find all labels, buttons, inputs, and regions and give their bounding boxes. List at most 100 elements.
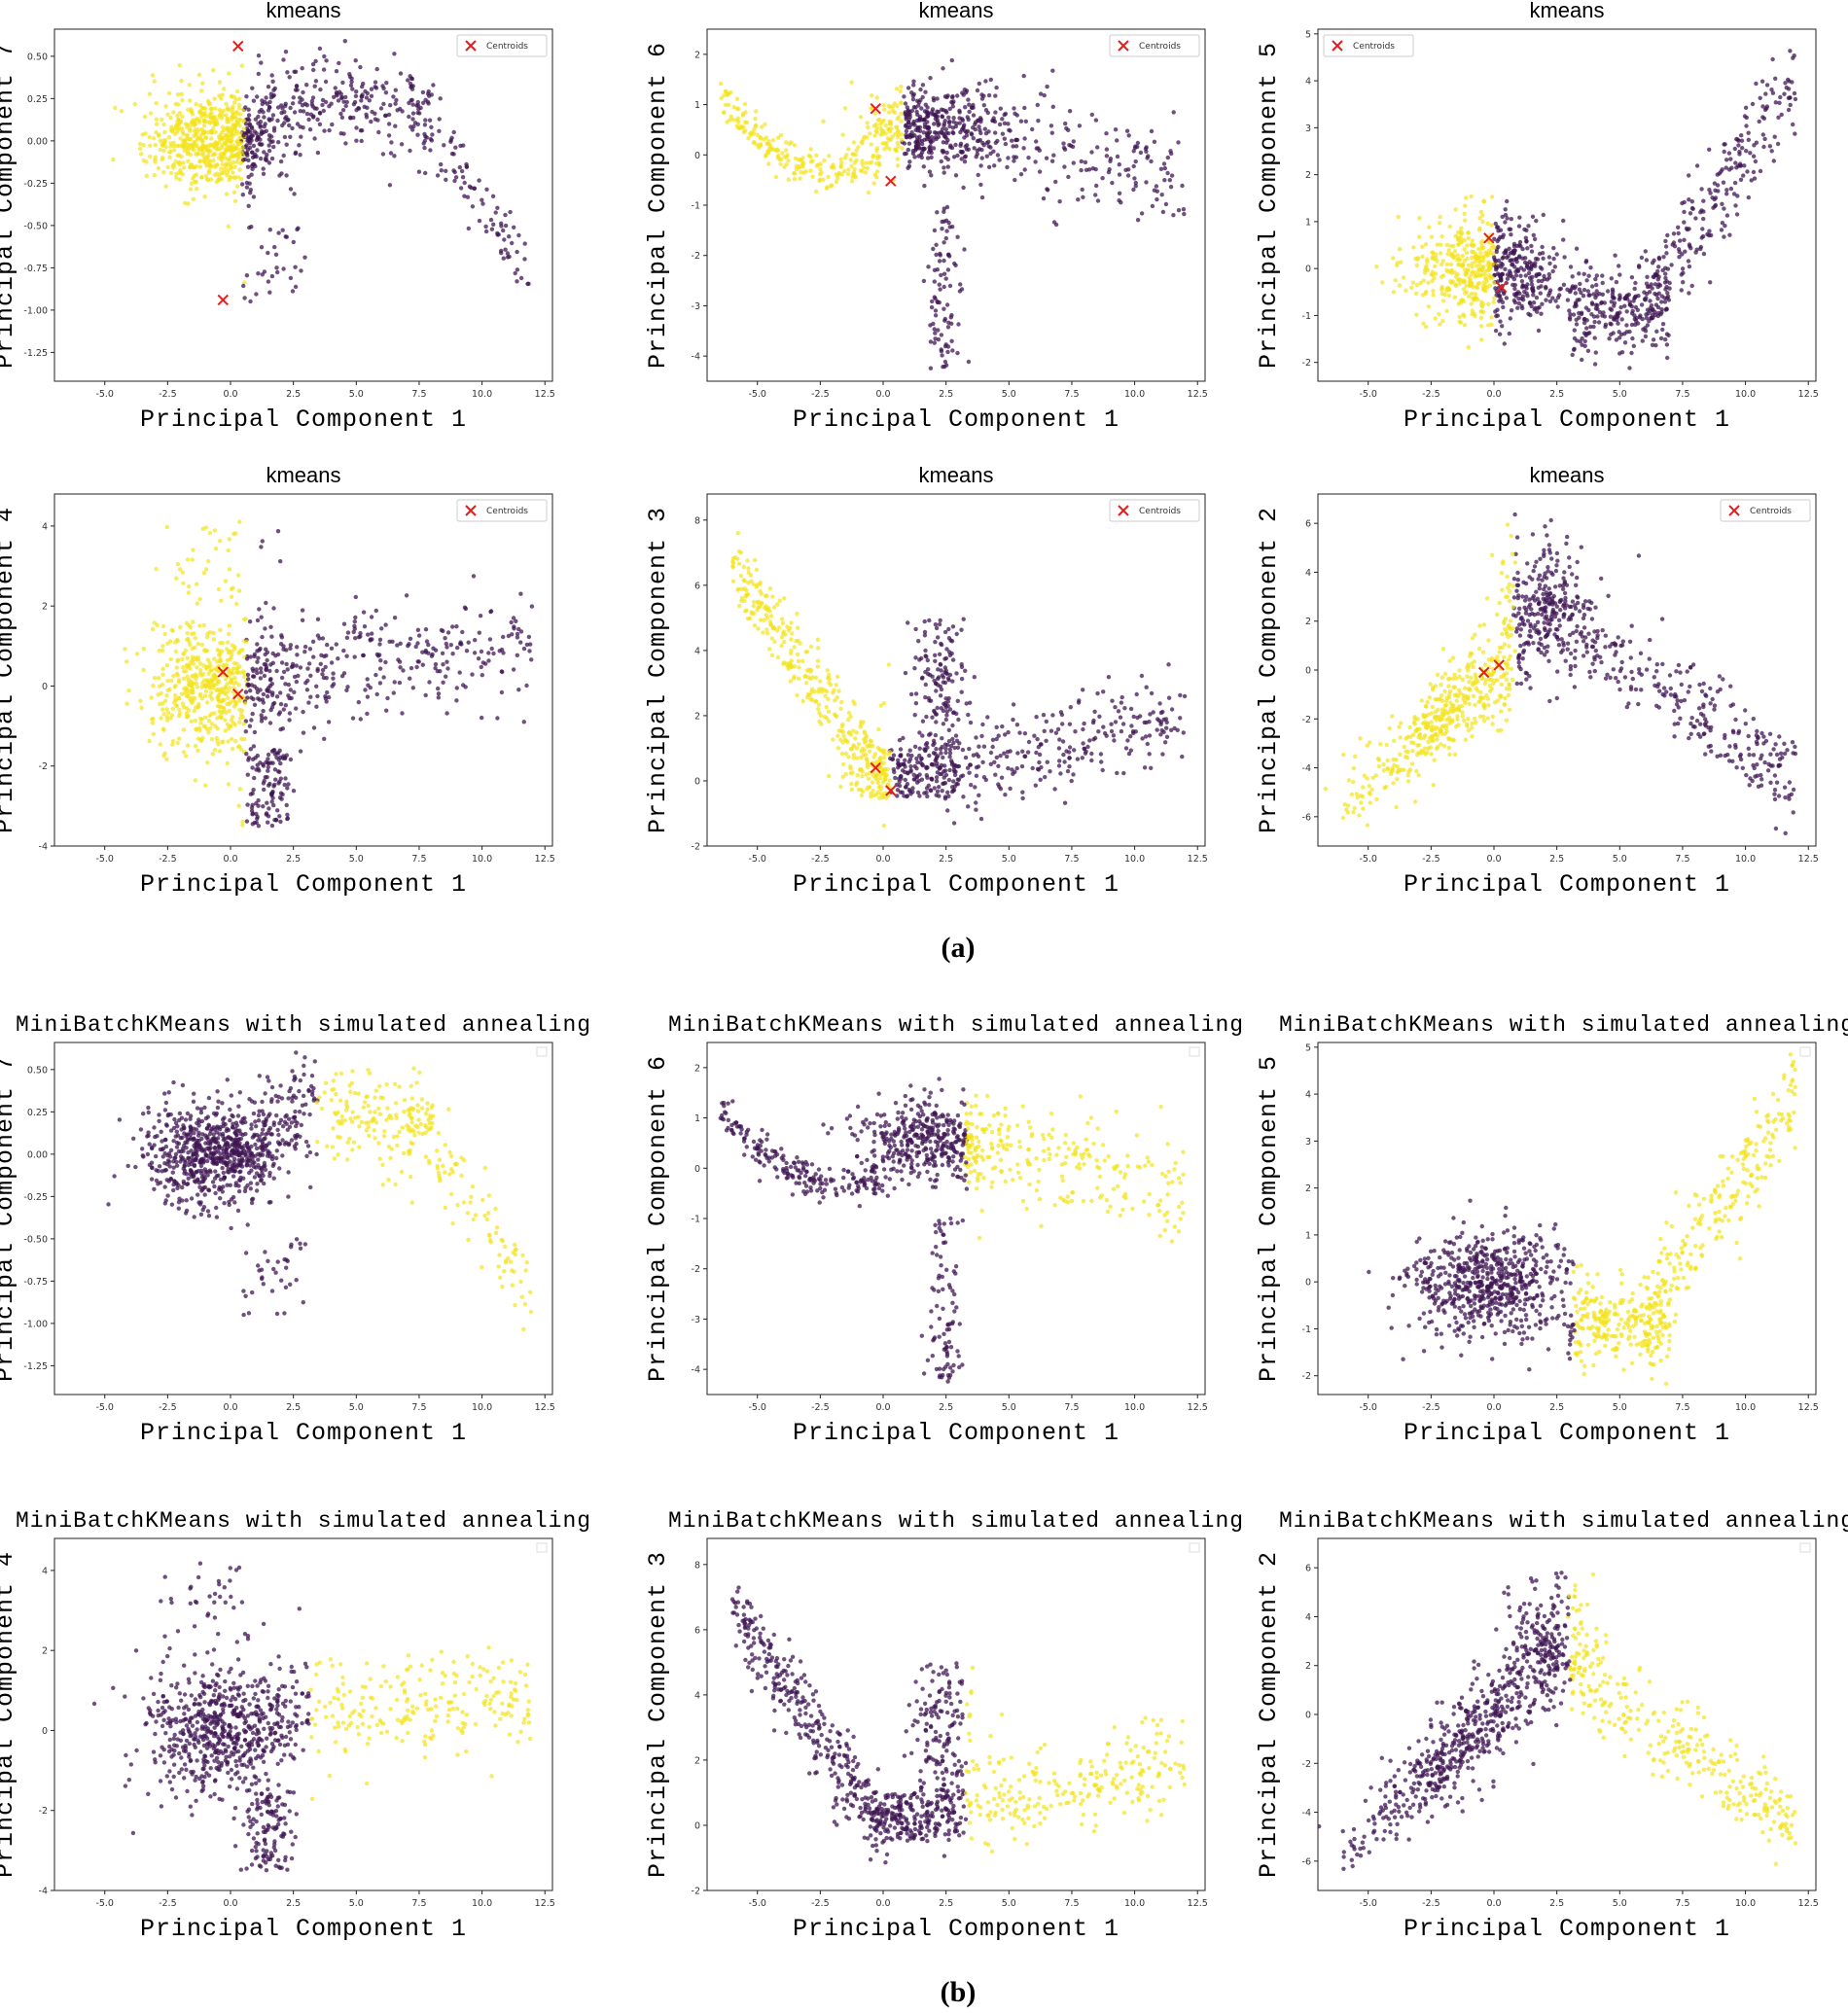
data-point bbox=[824, 186, 830, 191]
data-point bbox=[739, 125, 745, 130]
data-point bbox=[878, 775, 883, 781]
data-point bbox=[224, 710, 229, 715]
data-point bbox=[275, 105, 281, 110]
data-point bbox=[522, 257, 527, 262]
data-point bbox=[244, 94, 249, 99]
data-point bbox=[846, 718, 851, 723]
data-point bbox=[1168, 149, 1173, 154]
data-point bbox=[1033, 783, 1039, 788]
data-point bbox=[903, 758, 907, 762]
data-point bbox=[1489, 315, 1494, 320]
data-point bbox=[166, 90, 172, 96]
x-tick-label: 12.5 bbox=[1188, 389, 1208, 400]
data-point bbox=[252, 702, 258, 707]
data-point bbox=[953, 124, 958, 129]
data-point bbox=[451, 168, 456, 173]
data-point bbox=[216, 696, 221, 701]
data-point bbox=[231, 190, 237, 194]
data-point bbox=[831, 690, 835, 695]
data-point bbox=[383, 90, 389, 95]
data-point bbox=[1624, 323, 1629, 328]
data-point bbox=[263, 626, 267, 631]
legend: Centroids bbox=[456, 499, 548, 522]
data-point bbox=[1424, 289, 1429, 295]
data-point bbox=[1593, 306, 1599, 311]
data-point bbox=[260, 130, 265, 136]
data-point bbox=[214, 144, 219, 149]
data-point bbox=[141, 142, 146, 148]
data-point bbox=[1486, 301, 1491, 306]
data-point bbox=[1478, 250, 1483, 256]
data-point bbox=[919, 106, 924, 111]
data-point bbox=[258, 688, 263, 692]
data-point bbox=[421, 100, 426, 106]
data-point bbox=[926, 150, 932, 155]
data-point bbox=[882, 141, 888, 146]
data-point bbox=[1579, 290, 1583, 296]
data-point bbox=[764, 627, 769, 632]
data-point bbox=[773, 174, 779, 180]
data-point bbox=[986, 92, 992, 98]
data-point bbox=[382, 113, 388, 119]
data-point bbox=[914, 780, 920, 785]
data-point bbox=[974, 800, 978, 805]
data-point bbox=[1681, 280, 1686, 285]
data-point bbox=[249, 163, 255, 168]
data-point bbox=[1567, 308, 1572, 313]
data-point bbox=[876, 785, 881, 790]
data-point bbox=[1475, 281, 1480, 287]
data-point bbox=[751, 582, 756, 586]
data-point bbox=[521, 720, 526, 724]
data-point bbox=[1505, 255, 1510, 261]
data-point bbox=[934, 747, 939, 752]
data-point bbox=[318, 87, 323, 92]
data-point bbox=[1483, 289, 1488, 294]
x-tick-label: 5.0 bbox=[349, 389, 364, 400]
data-point bbox=[849, 787, 854, 793]
y-tick-label: 0.25 bbox=[27, 94, 48, 105]
data-point bbox=[1728, 157, 1733, 161]
data-point bbox=[1491, 251, 1496, 256]
data-point bbox=[1773, 100, 1779, 105]
data-point bbox=[198, 667, 203, 673]
data-point bbox=[200, 526, 205, 531]
data-point bbox=[883, 123, 888, 127]
data-point bbox=[264, 158, 269, 163]
data-point bbox=[1639, 302, 1645, 307]
data-point bbox=[1511, 276, 1517, 282]
data-point bbox=[529, 657, 534, 662]
data-point bbox=[851, 743, 856, 748]
data-point bbox=[1585, 348, 1591, 353]
data-point bbox=[1492, 236, 1497, 241]
data-point bbox=[950, 348, 955, 353]
data-point bbox=[1494, 265, 1500, 270]
data-point bbox=[1711, 205, 1716, 210]
data-point bbox=[501, 651, 506, 655]
data-point bbox=[896, 115, 902, 120]
chart-a2: Centroids-5.0 -2.5 0.0 2.5 5.0 7.5 10.0 12.5210… bbox=[644, 0, 1208, 434]
data-point bbox=[322, 653, 327, 659]
data-point bbox=[1142, 765, 1148, 770]
data-point bbox=[961, 185, 966, 191]
data-point bbox=[952, 772, 958, 778]
data-point bbox=[255, 642, 260, 647]
data-point bbox=[170, 738, 176, 744]
data-point bbox=[255, 148, 260, 153]
data-point bbox=[944, 229, 949, 233]
data-point bbox=[1497, 294, 1503, 299]
data-point bbox=[1612, 317, 1617, 322]
data-point bbox=[1503, 266, 1508, 271]
data-point bbox=[1524, 228, 1529, 232]
data-point bbox=[772, 639, 777, 645]
data-point bbox=[1478, 309, 1483, 314]
data-point bbox=[1639, 255, 1645, 261]
data-point bbox=[212, 96, 217, 101]
data-point bbox=[229, 175, 233, 180]
data-point bbox=[241, 737, 247, 742]
data-point bbox=[942, 170, 946, 175]
data-point bbox=[276, 140, 281, 145]
data-point bbox=[924, 790, 929, 795]
data-point bbox=[264, 811, 269, 816]
data-point bbox=[1529, 303, 1534, 309]
data-point bbox=[1568, 289, 1573, 295]
